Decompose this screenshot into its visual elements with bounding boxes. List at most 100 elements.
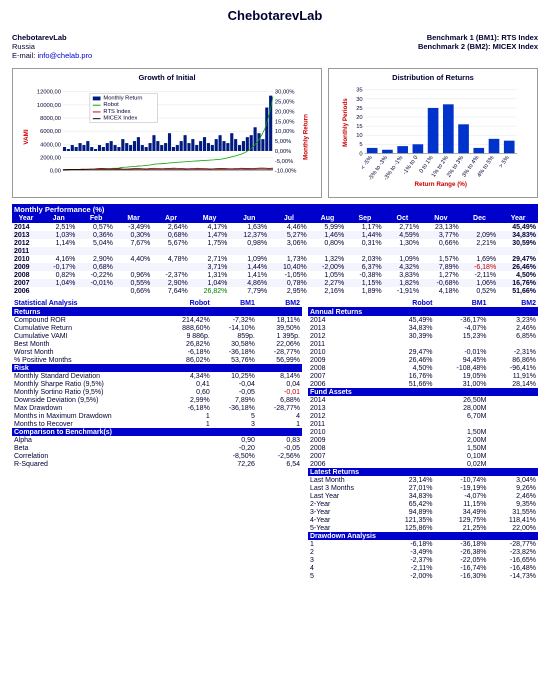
stat-cell: Last Month [308, 476, 384, 484]
cell: 2,03% [346, 255, 383, 263]
svg-text:12000,00: 12000,00 [37, 90, 61, 96]
cell: 2,71% [384, 223, 421, 231]
cell: 2014 [12, 223, 40, 231]
cell: 0,30% [115, 231, 152, 239]
svg-text:20,00%: 20,00% [275, 109, 295, 115]
section-bar: Comparison to Benchmark(s) [12, 428, 302, 436]
stat-cell [489, 396, 539, 404]
cell: 6,37% [346, 263, 383, 271]
stat-cell: 121,35% [384, 516, 434, 524]
stat-cell: 2,46% [489, 324, 539, 332]
cell [115, 247, 152, 255]
stat-cell: -0,04 [212, 380, 257, 388]
cell: 1,32% [309, 255, 346, 263]
svg-text:< -5%: < -5% [360, 155, 374, 171]
stat-cell [384, 428, 434, 436]
stat-cell [384, 460, 434, 468]
svg-text:30: 30 [356, 97, 362, 103]
stat-cell: % Positive Months [12, 356, 164, 364]
stat-cell: 9 886p. [164, 332, 211, 340]
stat-cell: -2,56% [257, 452, 302, 460]
cell: 4,40% [115, 255, 152, 263]
stat-cell: -16,30% [435, 572, 489, 580]
stat-cell: 19,05% [435, 372, 489, 380]
stat-cell [164, 452, 211, 460]
stat-cell: -26,38% [435, 548, 489, 556]
stat-cell: Monthly Sortino Ratio (9,5%) [12, 388, 164, 396]
stat-cell: 30,58% [212, 340, 257, 348]
stat-cell: 5 [308, 572, 384, 580]
stat-cell: 129,75% [435, 516, 489, 524]
stat-cell: -14,10% [212, 324, 257, 332]
col-head: Jun [229, 214, 269, 223]
stat-cell: 2-Year [308, 500, 384, 508]
stat-cell: 2,99% [164, 396, 211, 404]
stat-head-cell: BM1 [435, 299, 489, 308]
section-bar: Risk [12, 364, 302, 372]
stat-cell [164, 444, 211, 452]
stat-cell: 29,47% [384, 348, 434, 356]
col-head: May [190, 214, 230, 223]
stat-cell [489, 444, 539, 452]
section-bar: Annual Returns [308, 308, 538, 317]
stat-cell: -2,00% [384, 572, 434, 580]
stat-cell [384, 396, 434, 404]
stat-cell: 4,34% [164, 372, 211, 380]
stat-cell: 2006 [308, 460, 384, 468]
stat-cell: -16,74% [435, 564, 489, 572]
stat-cell [489, 404, 539, 412]
stat-cell: -96,41% [489, 364, 539, 372]
stat-cell [489, 460, 539, 468]
cell: -2,37% [152, 271, 189, 279]
stat-cell: 2,46% [489, 492, 539, 500]
stat-cell: 214,42% [164, 316, 211, 324]
cell: 4,86% [229, 279, 269, 287]
stat-cell: 3 [212, 420, 257, 428]
stat-cell: -36,18% [212, 348, 257, 356]
svg-text:Monthly Periods: Monthly Periods [342, 98, 349, 147]
cell: 2,71% [190, 255, 230, 263]
cell: -0,17% [40, 263, 77, 271]
cell: 2013 [12, 231, 40, 239]
svg-text:MICEX Index: MICEX Index [103, 116, 137, 122]
cell: -0,68% [421, 279, 461, 287]
stat-cell [489, 436, 539, 444]
stat-cell: 2010 [308, 348, 384, 356]
cell [190, 247, 230, 255]
section-bar: Latest Returns [308, 468, 538, 476]
col-head: Apr [152, 214, 189, 223]
svg-text:10,00%: 10,00% [275, 129, 295, 135]
cell: 2,64% [152, 223, 189, 231]
svg-text:0,00: 0,00 [50, 169, 61, 175]
stat-cell: 1 [308, 540, 384, 548]
stat-cell: 2 [308, 548, 384, 556]
stat-cell: 31,55% [489, 508, 539, 516]
stat-cell: 31,00% [435, 380, 489, 388]
stat-cell: Compound ROR [12, 316, 164, 324]
cell: 0,82% [40, 271, 77, 279]
cell: 4,18% [421, 287, 461, 295]
cell: 1,82% [384, 279, 421, 287]
stat-cell [384, 404, 434, 412]
cell: 2,51% [40, 223, 77, 231]
cell: -1,91% [384, 287, 421, 295]
stat-cell: 2008 [308, 444, 384, 452]
stat-cell: -2,31% [489, 348, 539, 356]
stat-head-cell: Statistical Analysis [12, 299, 164, 308]
stat-cell: -23,82% [489, 548, 539, 556]
cell: 2,16% [309, 287, 346, 295]
cell: 1,89% [346, 287, 383, 295]
stat-cell: 28,00M [435, 404, 489, 412]
cell: 2,09% [461, 231, 498, 239]
monthly-performance-table: Monthly Performance (%) YearJanFebMarApr… [12, 204, 538, 295]
stat-cell: 3,23% [489, 316, 539, 324]
stat-head-cell: Robot [384, 299, 434, 308]
stat-cell: 888,60% [164, 324, 211, 332]
cell [77, 287, 114, 295]
main-title: ChebotarevLab [12, 8, 538, 23]
cell: 4,32% [384, 263, 421, 271]
cell: 1,41% [229, 271, 269, 279]
stat-cell: 6,70M [435, 412, 489, 420]
cell: 51,66% [498, 287, 538, 295]
email-link[interactable]: info@chelab.pro [37, 51, 92, 60]
